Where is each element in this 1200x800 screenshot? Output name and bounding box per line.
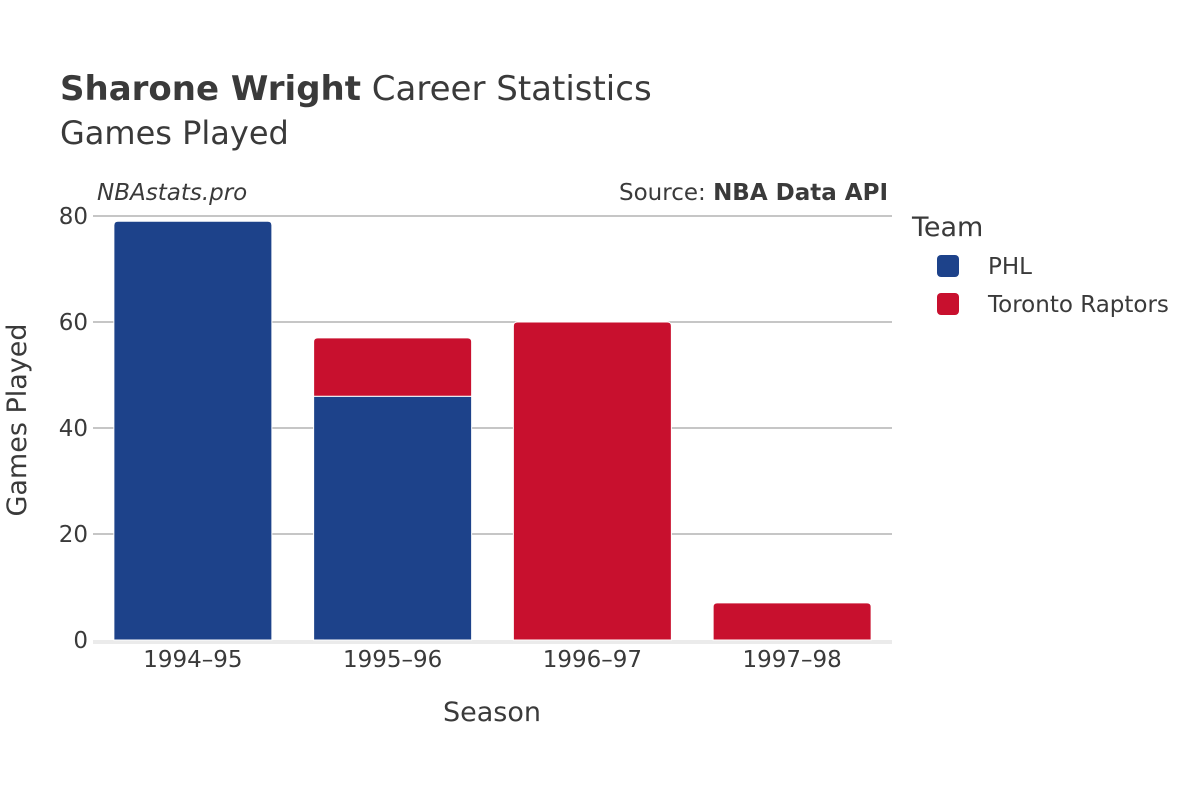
source-name: NBA Data API <box>713 180 888 206</box>
y-tick-label: 60 <box>59 310 88 336</box>
legend: PHL Toronto Raptors <box>937 254 1169 318</box>
chart-title-name: Sharone Wright <box>60 69 361 109</box>
x-axis-label: Season <box>443 697 541 728</box>
y-tick-label: 0 <box>73 628 88 654</box>
legend-swatch <box>937 255 959 277</box>
y-tick-label: 80 <box>59 204 88 230</box>
x-tick-label: 1997–98 <box>742 647 841 673</box>
bar-toronto-raptors-3 <box>712 602 872 641</box>
x-axis-ticks: 1994–95 1995–96 1996–97 1997–98 <box>143 647 842 673</box>
source-credit: Source: NBA Data API <box>619 180 888 206</box>
watermark: NBAstats.pro <box>97 180 247 206</box>
legend-label: Toronto Raptors <box>987 292 1169 318</box>
source-prefix: Source: <box>619 180 713 206</box>
y-axis-label: Games Played <box>2 323 33 516</box>
bars <box>113 220 872 641</box>
bar-phl-0 <box>113 220 273 641</box>
bar-toronto-raptors-1 <box>313 337 473 397</box>
y-tick-label: 20 <box>59 522 88 548</box>
chart-title: Sharone Wright Career Statistics <box>60 69 652 109</box>
chart-title-rest: Career Statistics <box>361 69 652 109</box>
chart-subtitle: Games Played <box>60 114 289 152</box>
bar-phl-1 <box>313 395 473 641</box>
bar-toronto-raptors-2 <box>512 321 672 641</box>
y-axis-ticks: 0 20 40 60 80 <box>59 204 88 654</box>
x-tick-label: 1996–97 <box>543 647 642 673</box>
y-tick-label: 40 <box>59 416 88 442</box>
x-tick-label: 1994–95 <box>143 647 242 673</box>
x-tick-label: 1995–96 <box>343 647 442 673</box>
legend-title: Team <box>911 212 983 243</box>
legend-swatch <box>937 293 959 315</box>
legend-label: PHL <box>988 254 1032 280</box>
